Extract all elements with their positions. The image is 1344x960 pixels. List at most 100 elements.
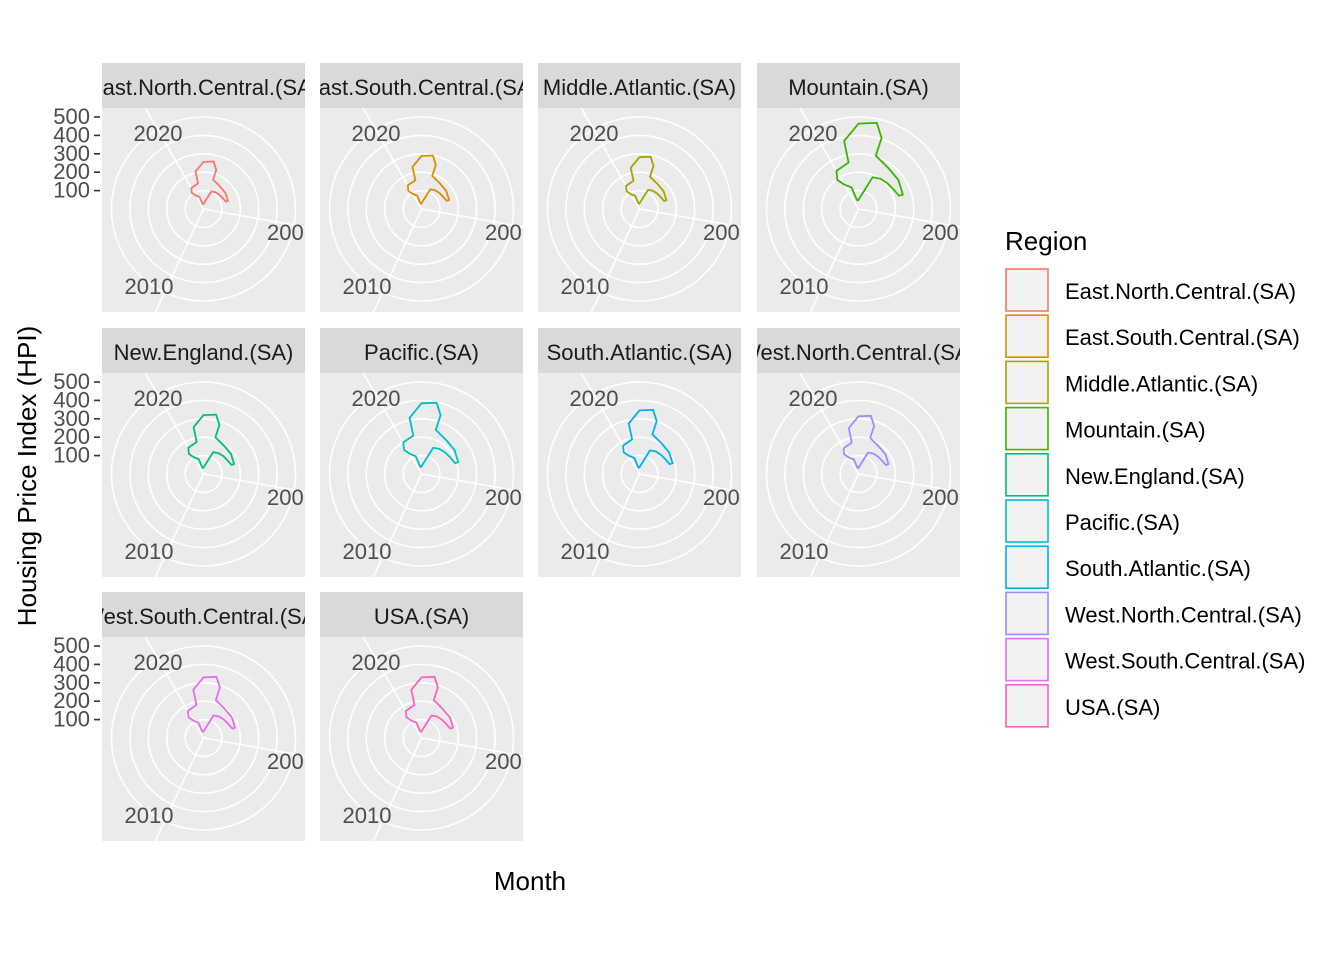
panel-content: 2020 200 2010 East.South.Central.(SA) — [320, 63, 523, 312]
radial-gridline — [347, 399, 496, 549]
series-line — [402, 401, 460, 468]
facet-panel: 2020 200 2010 Pacific.(SA) — [320, 328, 523, 577]
legend-label: Pacific.(SA) — [1065, 510, 1180, 535]
radial-gridline — [365, 153, 478, 266]
angular-gridline — [421, 737, 523, 757]
angular-gridline — [154, 208, 205, 312]
y-tick-label: 500 — [53, 104, 90, 129]
y-tick-label: 400 — [53, 122, 90, 147]
angular-gridline — [154, 473, 205, 577]
theta-label-200: 200 — [485, 485, 522, 510]
facet-strip — [102, 592, 305, 637]
legend-key — [1005, 452, 1049, 497]
theta-label-200: 200 — [267, 220, 304, 245]
radial-gridline — [184, 454, 223, 494]
panel-content: 2020 200 2010 New.England.(SA) — [102, 328, 305, 577]
radial-gridline — [583, 153, 696, 266]
y-tick-label: 300 — [53, 670, 90, 695]
radial-gridline — [165, 700, 242, 776]
angular-gridline — [203, 737, 305, 757]
radial-gridline — [347, 663, 496, 813]
facet-strip-label: Pacific.(SA) — [364, 340, 479, 365]
series-line — [190, 160, 229, 206]
radial-gridline — [820, 436, 897, 512]
facet-strip — [320, 328, 523, 373]
radial-gridline — [784, 134, 933, 284]
series-line — [622, 408, 674, 469]
theta-label-200: 200 — [485, 749, 522, 774]
theta-label-2010: 2010 — [125, 539, 174, 564]
y-tick-label: 200 — [53, 159, 90, 184]
facet-panel: 2020 200 2010 East.South.Central.(SA) — [320, 63, 523, 312]
facet-panel: 2020 200 2010 New.England.(SA) — [102, 328, 305, 577]
radial-gridline — [147, 417, 260, 530]
radial-gridline — [383, 436, 460, 512]
facet-strip — [757, 63, 960, 108]
panel-content: 2020 200 2010 Middle.Atlantic.(SA) — [538, 63, 741, 312]
radial-gridline — [601, 171, 678, 247]
radial-gridline — [147, 153, 260, 266]
theta-label-200: 200 — [922, 485, 959, 510]
facet-strip-label: South.Atlantic.(SA) — [547, 340, 733, 365]
radial-gridline-outer — [328, 381, 515, 567]
theta-label-200: 200 — [267, 749, 304, 774]
angular-gridline — [372, 473, 423, 577]
theta-label-2010: 2010 — [343, 539, 392, 564]
radial-gridline — [601, 436, 678, 512]
radial-gridline-outer — [328, 645, 515, 831]
y-tick-label: 400 — [53, 387, 90, 412]
panel-content: 2020 200 2010 East.North.Central.(SA) — [88, 63, 319, 312]
facet-panel: 2020 200 2010 South.Atlantic.(SA) — [538, 328, 741, 577]
x-axis-title: Month — [494, 866, 566, 896]
radial-gridline — [784, 399, 933, 549]
facet-panel: 2020 200 2010 USA.(SA) — [320, 592, 523, 841]
radial-gridline-outer — [546, 381, 733, 567]
legend-items: East.North.Central.(SA) East.South.Centra… — [1005, 268, 1305, 728]
legend-key — [1005, 683, 1049, 728]
legend-key — [1005, 406, 1049, 451]
radial-gridline — [165, 436, 242, 512]
radial-gridline — [402, 718, 441, 758]
legend-label: East.North.Central.(SA) — [1065, 279, 1296, 304]
angular-gridline — [639, 208, 741, 228]
theta-label-2020: 2020 — [789, 121, 838, 146]
angular-gridline — [421, 473, 523, 493]
y-tick-label: 100 — [53, 178, 90, 203]
angular-gridline — [421, 208, 523, 228]
legend-key — [1005, 268, 1049, 312]
radial-gridline — [402, 189, 441, 229]
legend-key — [1005, 591, 1049, 636]
facet-strip-label: East.North.Central.(SA) — [88, 75, 319, 100]
series-line — [187, 413, 236, 469]
y-tick-label: 200 — [53, 424, 90, 449]
facet-strip — [538, 63, 741, 108]
theta-label-200: 200 — [703, 220, 740, 245]
radial-gridline — [402, 454, 441, 494]
legend-label: West.North.Central.(SA) — [1065, 602, 1302, 627]
radial-gridline — [620, 454, 659, 494]
facet-strip — [320, 63, 523, 108]
theta-label-200: 200 — [267, 485, 304, 510]
facet-strip — [102, 63, 305, 108]
facet-strip — [102, 328, 305, 373]
y-tick-label: 300 — [53, 406, 90, 431]
radial-gridline — [129, 663, 278, 813]
radial-gridline-outer — [765, 381, 952, 567]
radial-gridline-outer — [110, 645, 297, 831]
radial-gridline — [147, 681, 260, 794]
theta-label-2010: 2010 — [343, 803, 392, 828]
panel-content: 2020 200 2010 South.Atlantic.(SA) — [538, 328, 741, 577]
legend-key — [1005, 314, 1049, 359]
facet-panels: 20202002010East.North.Central.(SA)202020… — [88, 63, 960, 841]
facet-strip — [757, 328, 960, 373]
facet-strip-label: USA.(SA) — [374, 604, 469, 629]
angular-gridline — [858, 208, 960, 228]
legend-label: USA.(SA) — [1065, 695, 1160, 720]
radial-gridline — [129, 134, 278, 284]
facet-strip-label: Mountain.(SA) — [788, 75, 929, 100]
theta-label-200: 200 — [703, 485, 740, 510]
radial-gridline — [565, 134, 714, 284]
theta-label-2010: 2010 — [561, 274, 610, 299]
facet-strip-label: New.England.(SA) — [114, 340, 294, 365]
y-tick-label: 300 — [53, 141, 90, 166]
